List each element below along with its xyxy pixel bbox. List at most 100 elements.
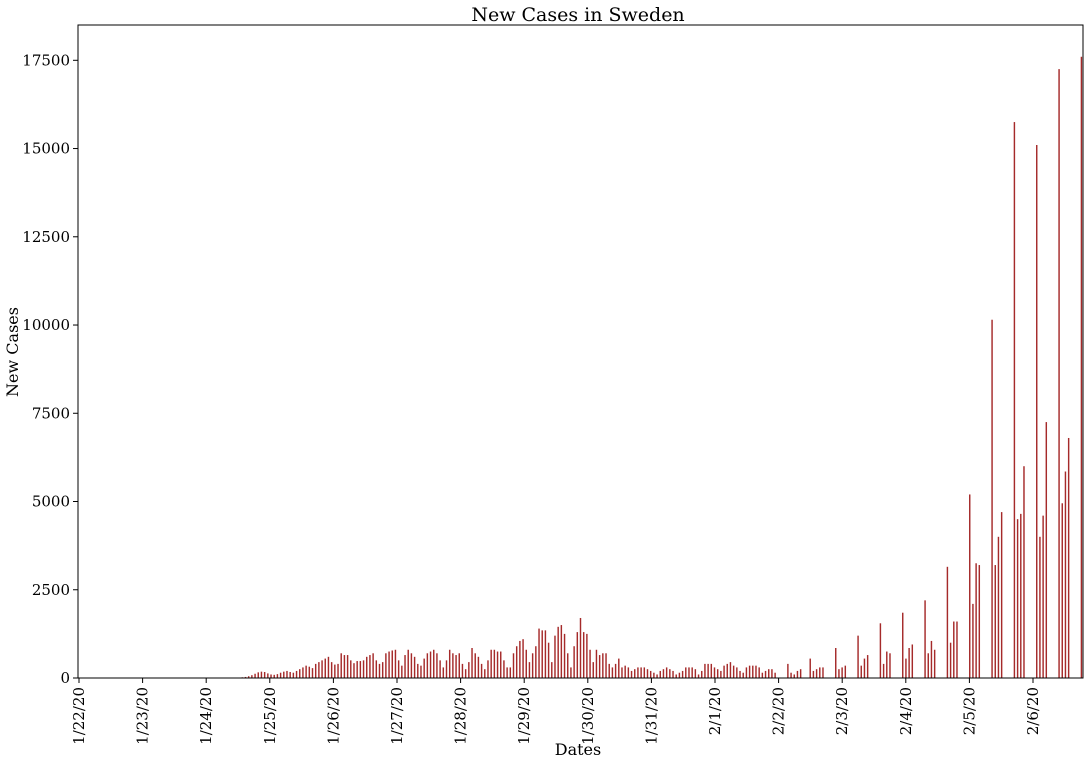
bar — [796, 670, 799, 678]
bar — [522, 639, 524, 678]
x-axis-label: Dates — [555, 740, 601, 759]
bar — [614, 663, 617, 678]
x-tick-label: 2/2/20 — [770, 687, 788, 735]
bar — [500, 651, 502, 678]
bar — [946, 566, 949, 678]
bar — [375, 660, 378, 678]
bar — [608, 663, 610, 678]
bar — [991, 319, 993, 678]
bar — [283, 671, 285, 678]
x-tick-label: 1/22/20 — [70, 687, 88, 745]
bar — [707, 663, 709, 678]
bar — [812, 670, 815, 678]
plot-frame — [77, 24, 1084, 679]
bar — [787, 663, 789, 678]
bar — [949, 642, 952, 678]
bar — [605, 653, 607, 678]
bar — [729, 662, 732, 678]
bar — [685, 667, 687, 678]
y-tick-label: 0 — [60, 669, 70, 687]
bar — [716, 669, 719, 678]
bar — [758, 667, 760, 678]
bar — [908, 648, 910, 678]
bar — [911, 644, 914, 678]
bar — [464, 669, 467, 678]
bar — [445, 660, 448, 678]
bar — [649, 670, 652, 678]
bar — [353, 663, 355, 678]
bar — [835, 648, 837, 678]
bar — [634, 669, 636, 678]
bar — [815, 669, 818, 678]
bar — [790, 672, 792, 678]
bar — [640, 667, 642, 678]
bar — [930, 640, 933, 678]
bar — [544, 630, 547, 678]
bar — [659, 670, 661, 678]
bar — [1067, 437, 1070, 678]
bar — [624, 665, 626, 678]
bar — [397, 660, 400, 678]
bar — [496, 651, 499, 678]
bar — [247, 676, 250, 678]
bar — [273, 674, 275, 678]
bar — [809, 658, 811, 678]
bar — [688, 667, 690, 678]
bar — [602, 653, 604, 678]
bar — [726, 663, 728, 678]
bar — [886, 651, 888, 678]
x-tick-label: 1/27/20 — [388, 687, 406, 745]
bar — [461, 663, 464, 678]
bar — [541, 630, 543, 678]
bar — [286, 670, 288, 678]
bar — [350, 660, 352, 678]
x-tick-label: 2/3/20 — [833, 687, 851, 735]
bar — [576, 632, 579, 678]
bar — [739, 670, 741, 678]
bar — [490, 649, 492, 678]
y-axis: 0 2500 5000 7500 10000 12500 15000 17500 — [22, 51, 78, 687]
bar — [270, 674, 272, 678]
bar — [455, 655, 457, 678]
bar — [458, 653, 460, 678]
bar — [598, 655, 601, 678]
bar — [646, 669, 649, 678]
bar — [429, 651, 432, 678]
bar — [764, 670, 767, 678]
bar — [302, 667, 304, 678]
chart-title: New Cases in Sweden — [471, 4, 684, 26]
bar — [506, 667, 508, 678]
bar — [318, 662, 320, 678]
bar — [665, 667, 668, 678]
bar — [366, 656, 368, 678]
bar — [417, 663, 419, 678]
bar — [761, 672, 764, 678]
bar — [346, 655, 349, 678]
bar — [755, 665, 757, 678]
bar — [736, 667, 738, 678]
bar — [1023, 466, 1025, 678]
bar — [637, 667, 639, 678]
bar — [694, 669, 697, 678]
x-tick-label: 1/31/20 — [642, 687, 660, 745]
x-tick-label: 1/30/20 — [579, 687, 597, 745]
bar — [732, 665, 735, 678]
bar — [863, 658, 866, 678]
bar — [701, 670, 703, 678]
bar — [263, 672, 266, 678]
bar — [630, 670, 633, 678]
y-axis-label: New Cases — [3, 307, 22, 397]
bar — [477, 656, 480, 678]
bar — [305, 665, 307, 678]
bar — [343, 655, 346, 678]
bar — [528, 662, 531, 678]
bar — [385, 653, 387, 678]
bar — [484, 669, 486, 678]
bar — [420, 665, 422, 678]
bar — [748, 665, 751, 678]
bar — [468, 662, 470, 678]
bar — [953, 621, 955, 678]
bar — [752, 665, 754, 678]
bar — [902, 612, 904, 678]
x-tick-label: 1/26/20 — [324, 687, 342, 745]
